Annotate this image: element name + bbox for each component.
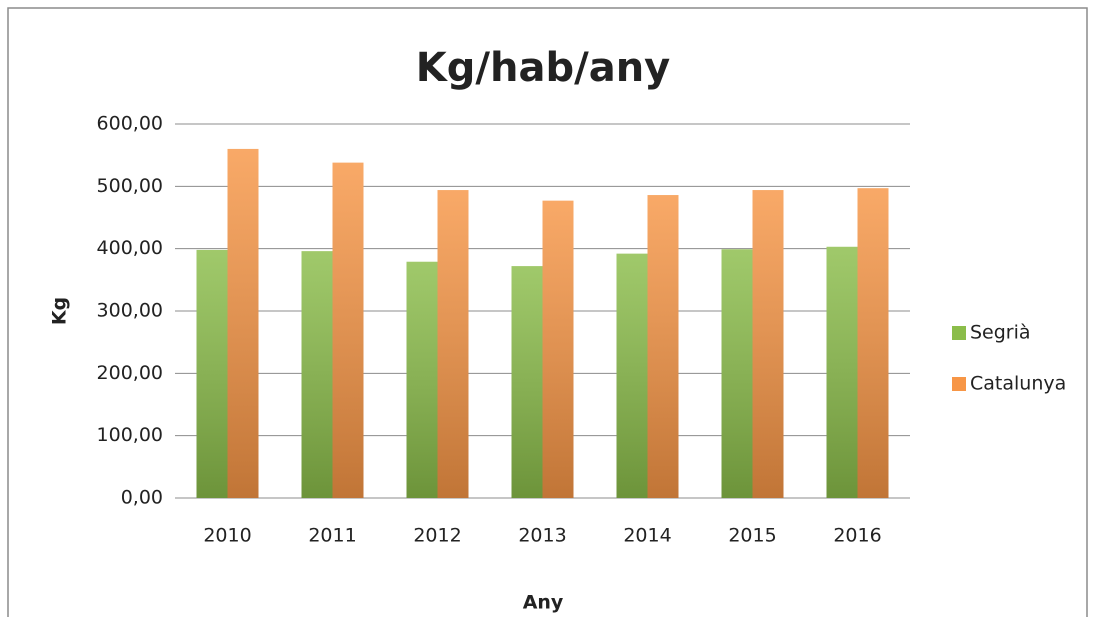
x-tick-label: 2015	[728, 525, 776, 547]
bar-shade	[511, 266, 543, 498]
y-tick-label: 0,00	[121, 487, 163, 509]
bar-shade	[857, 188, 889, 498]
bar-shade	[406, 261, 438, 498]
x-tick-label: 2014	[623, 525, 671, 547]
y-axis-title: Kg	[49, 297, 71, 325]
y-tick-label: 100,00	[97, 424, 163, 446]
x-axis-title: Any	[523, 592, 564, 614]
chart-frame	[7, 7, 1088, 617]
bar-shade	[332, 162, 364, 498]
bar-shade	[301, 251, 333, 498]
legend-label: Segrià	[970, 322, 1031, 344]
bar-shade	[227, 148, 259, 498]
x-tick-label: 2013	[518, 525, 566, 547]
chart-title: Kg/hab/any	[416, 45, 671, 91]
legend-label: Catalunya	[970, 373, 1066, 395]
bar-shade	[647, 195, 679, 498]
bar-shade	[437, 190, 469, 498]
legend-swatch	[952, 326, 966, 340]
y-tick-label: 500,00	[97, 175, 163, 197]
bar-shade	[721, 249, 753, 498]
y-tick-label: 400,00	[97, 237, 163, 259]
y-tick-label: 200,00	[97, 362, 163, 384]
legend-swatch	[952, 377, 966, 391]
bar-shade	[616, 253, 648, 498]
bar-shade	[752, 190, 784, 498]
bar-shade	[826, 246, 858, 498]
bar-shade	[542, 200, 574, 499]
x-tick-label: 2010	[203, 525, 251, 547]
y-tick-label: 300,00	[97, 300, 163, 322]
bar-shade	[196, 249, 228, 498]
x-tick-label: 2012	[413, 525, 461, 547]
y-tick-label: 600,00	[97, 113, 163, 135]
x-tick-label: 2016	[833, 525, 881, 547]
x-tick-label: 2011	[308, 525, 356, 547]
